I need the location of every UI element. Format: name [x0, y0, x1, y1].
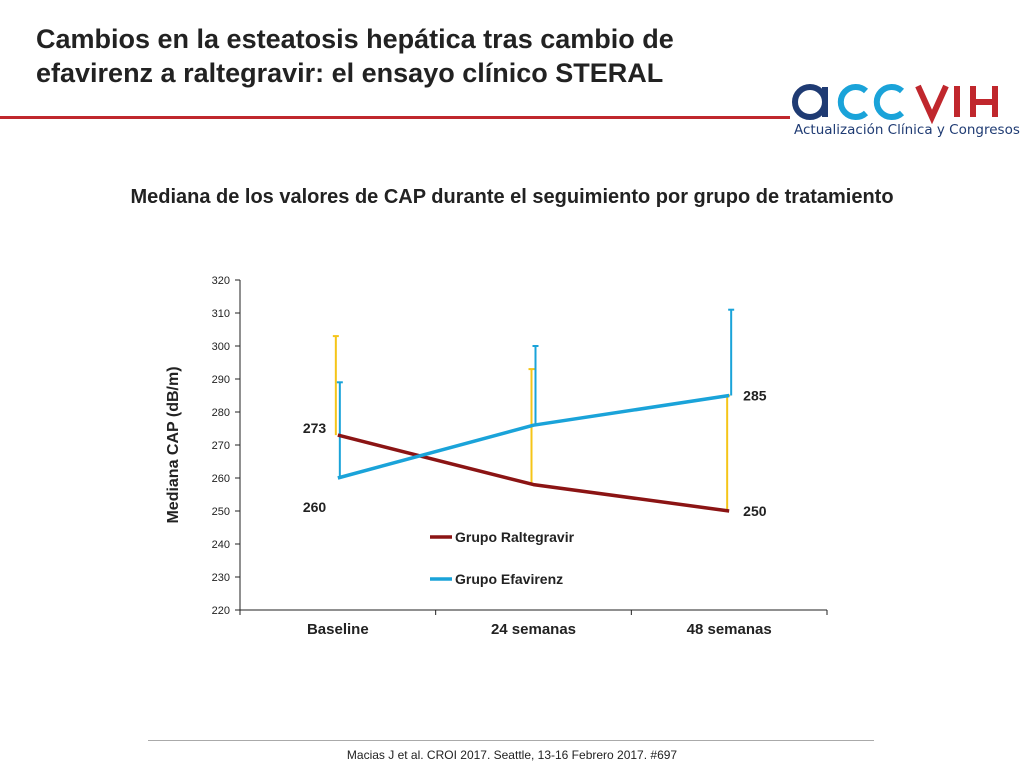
- x-tick-label: 24 semanas: [491, 621, 576, 638]
- x-tick-label: Baseline: [307, 621, 369, 638]
- chart-title: Mediana de los valores de CAP durante el…: [130, 186, 894, 208]
- y-tick-label: 300: [212, 341, 230, 353]
- y-tick-label: 250: [212, 506, 230, 518]
- y-tick-label: 220: [212, 605, 230, 617]
- legend-label: Grupo Raltegravir: [455, 529, 575, 545]
- y-tick-label: 290: [212, 374, 230, 386]
- logo-tagline: Actualización Clínica y Congresos: [794, 122, 1020, 138]
- footer-divider: [148, 740, 874, 741]
- acc-vih-logo: Actualización Clínica y Congresos: [782, 72, 1020, 144]
- cap-line-chart: 220 230 240 250 260 270 280 290 300 310 320 Baselin…: [165, 275, 828, 638]
- y-tick-label: 310: [212, 308, 230, 320]
- citation: Macias J et al. CROI 2017. Seattle, 13-1…: [346, 748, 678, 762]
- data-label: 273: [303, 420, 327, 436]
- y-tick-label: 280: [212, 407, 230, 419]
- data-label: 260: [303, 499, 327, 515]
- slide-title: Cambios en la esteatosis hepática tras c…: [36, 24, 674, 88]
- legend-label: Grupo Efavirenz: [455, 571, 563, 587]
- y-tick-label: 240: [212, 539, 230, 551]
- data-label: 250: [743, 503, 767, 519]
- y-tick-label: 270: [212, 440, 230, 452]
- logo-mark-icon: [792, 84, 998, 124]
- series-line: [337, 433, 730, 513]
- y-axis-title: Mediana CAP (dB/m): [165, 366, 182, 523]
- y-tick-label: 260: [212, 473, 230, 485]
- data-label: 285: [743, 388, 767, 404]
- series-line: [337, 393, 730, 480]
- y-tick-label: 230: [212, 572, 230, 584]
- y-tick-label: 320: [212, 275, 230, 287]
- x-tick-label: 48 semanas: [687, 621, 772, 638]
- title-divider: [0, 116, 790, 119]
